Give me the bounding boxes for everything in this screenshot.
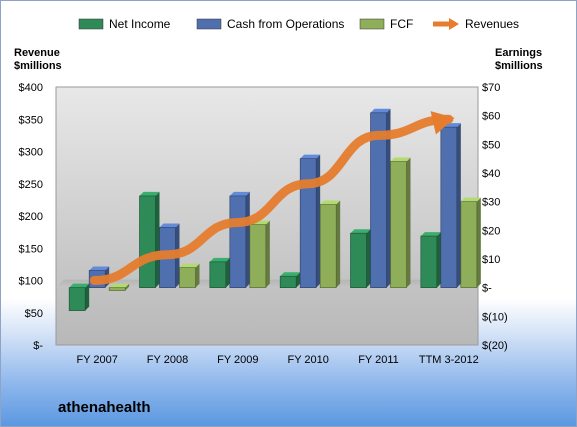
left-axis-title-line-2: $millions <box>14 60 62 72</box>
right-tick-label: $70 <box>482 82 500 94</box>
bar-top-net-income <box>69 283 90 288</box>
bar-net-income <box>68 287 86 311</box>
category-label: FY 2011 <box>358 354 399 366</box>
bar-fcf <box>460 201 478 288</box>
bar-net-income <box>279 275 297 288</box>
legend-label-revenues: Revenues <box>465 17 519 31</box>
bar-net-income <box>139 195 156 288</box>
bar-top-cash-from-operations <box>159 223 180 228</box>
category-label: FY 2010 <box>287 354 328 366</box>
bar-net-income <box>420 235 438 288</box>
bar-top-cash-from-operations <box>229 191 250 196</box>
right-tick-label: $(20) <box>482 340 508 352</box>
left-tick-label: $400 <box>19 82 43 94</box>
bar-side-net-income <box>85 283 90 311</box>
revenue-arrow-group <box>89 111 455 285</box>
bar-top-fcf <box>390 157 411 162</box>
bar-fcf <box>249 224 267 288</box>
bar-side-cash-from-operations <box>316 154 321 288</box>
left-tick-label: $50 <box>25 308 43 320</box>
bar-side-cash-from-operations <box>386 108 391 288</box>
bar-side-fcf <box>195 263 200 288</box>
right-tick-label: $20 <box>482 225 500 237</box>
left-tick-label: $- <box>33 340 43 352</box>
legend-swatch-net-income <box>78 18 104 30</box>
legend-label-cash-from-operations: Cash from Operations <box>227 17 344 31</box>
right-axis: Earnings$millions $(20) $(10) $- $10 $20 $30 $4… <box>482 47 543 352</box>
revenue-arrowhead <box>430 111 455 135</box>
bar-side-cash-from-operations <box>245 191 250 288</box>
legend: Net Income Cash from Operations FCF Revenue… <box>78 17 519 31</box>
bar-side-cash-from-operations <box>456 123 461 288</box>
bar-fcf <box>108 287 126 291</box>
legend-arrowhead-revenues <box>449 18 459 30</box>
left-tick-label: $150 <box>19 243 43 255</box>
bar-side-net-income <box>155 191 160 288</box>
category-label: FY 2007 <box>76 354 117 366</box>
bar-top-fcf <box>460 197 481 202</box>
left-tick-label: $100 <box>19 276 43 288</box>
bar-net-income <box>209 261 227 288</box>
revenue-line <box>89 114 454 285</box>
right-tick-label: $60 <box>482 111 500 123</box>
bar-side-net-income <box>366 229 371 288</box>
bar-top-net-income <box>209 257 230 262</box>
bar-side-fcf <box>125 283 130 291</box>
right-tick-label: $10 <box>482 254 500 266</box>
bar-net-income <box>350 232 367 288</box>
right-tick-label: $50 <box>482 139 500 151</box>
right-tick-label: $40 <box>482 168 500 180</box>
right-axis-title-line-2: $millions <box>495 60 543 72</box>
bar-cash-from-operations <box>440 126 458 288</box>
legend-label-net-income: Net Income <box>109 17 171 31</box>
category-label: TTM 3-2012 <box>419 354 479 366</box>
bar-top-cash-from-operations <box>370 108 391 113</box>
category-labels: FY 2007 FY 2008 FY 2009 FY 2010 FY 2011 TTM 3… <box>76 354 478 366</box>
bar-side-fcf <box>406 157 411 288</box>
right-axis-title-line-1: Earnings <box>495 47 542 59</box>
bar-side-net-income <box>436 232 441 288</box>
left-axis: Revenue$millions $- $50 $100 $150 $200 $250 $30… <box>14 47 62 352</box>
bar-side-fcf <box>476 197 481 288</box>
bar-top-cash-from-operations <box>89 266 110 271</box>
bar-cash-from-operations <box>229 195 247 288</box>
bar-fcf <box>319 204 337 288</box>
right-tick-label: $(10) <box>482 311 508 323</box>
company-name: athenahealth <box>58 399 151 416</box>
left-tick-label: $250 <box>19 179 43 191</box>
bar-top-fcf <box>320 200 341 205</box>
bar-side-net-income <box>296 272 301 288</box>
bars-group <box>68 108 481 311</box>
legend-swatch-fcf <box>359 18 385 30</box>
left-tick-label: $300 <box>19 147 43 159</box>
bar-cash-from-operations <box>299 158 317 288</box>
bar-top-net-income <box>350 229 371 234</box>
right-tick-label: $30 <box>482 197 500 209</box>
bar-fcf <box>390 161 407 288</box>
legend-label-fcf: FCF <box>390 17 413 31</box>
bar-fcf <box>179 267 196 288</box>
bar-side-fcf <box>265 220 270 288</box>
right-tick-label: $- <box>482 283 492 295</box>
bar-top-net-income <box>280 272 301 277</box>
left-tick-label: $200 <box>19 211 43 223</box>
bar-side-net-income <box>225 257 230 288</box>
category-label: FY 2008 <box>147 354 188 366</box>
legend-swatch-cash-from-operations <box>196 18 222 30</box>
left-axis-title-line-1: Revenue <box>14 47 60 59</box>
left-tick-label: $350 <box>19 114 43 126</box>
category-label: FY 2009 <box>217 354 258 366</box>
bar-side-fcf <box>336 200 341 288</box>
bar-top-cash-from-operations <box>300 154 321 159</box>
bar-top-fcf <box>179 263 200 268</box>
bar-top-net-income <box>420 232 441 237</box>
bar-top-net-income <box>139 191 160 196</box>
bar-top-fcf <box>109 283 130 288</box>
bar-cash-from-operations <box>370 112 387 288</box>
